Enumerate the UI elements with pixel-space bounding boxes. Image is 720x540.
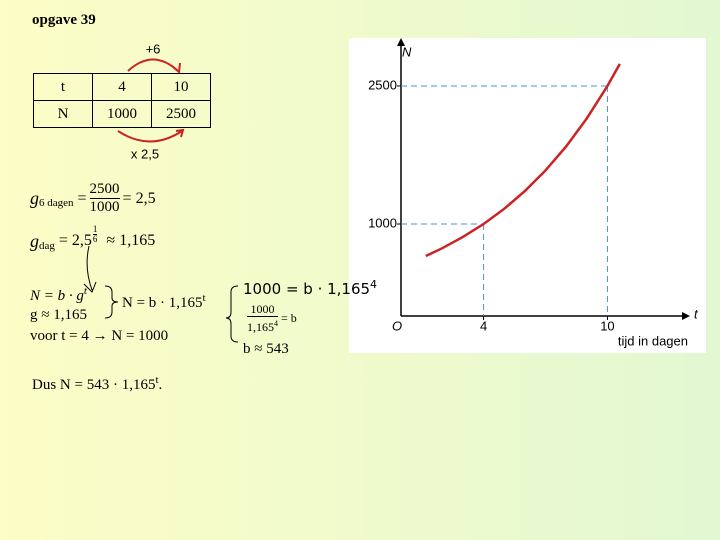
arrow-label: x 2,5 xyxy=(131,146,159,161)
arrow-top xyxy=(127,58,179,72)
text: 1,165 xyxy=(247,320,274,334)
x-axis-label: t xyxy=(694,306,699,321)
table: t 4 10 N 1000 2500 xyxy=(33,73,211,128)
cell: 10 xyxy=(151,73,211,101)
cell: N xyxy=(33,100,93,128)
fraction: 2500 1000 xyxy=(89,181,120,216)
text: = 2,5 xyxy=(58,232,92,249)
formula: b ≈ 543 xyxy=(243,341,289,357)
superscript: t xyxy=(83,285,87,297)
cell: 1000 xyxy=(92,100,152,128)
text: g xyxy=(30,188,39,208)
formula: N = b · 1,165t xyxy=(122,292,206,312)
formula: 1000 = b · 1,1654 xyxy=(243,278,377,298)
numerator: 1 xyxy=(92,223,98,234)
denominator: 1000 xyxy=(89,198,120,215)
arrow-top-head xyxy=(171,62,181,74)
brace xyxy=(225,285,239,343)
subscript: 6 dagen xyxy=(39,196,74,209)
y-arrow xyxy=(397,38,405,46)
origin: O xyxy=(392,318,402,333)
text: 1000 = b · 1,165 xyxy=(243,280,371,298)
fraction: 1000 1,1654 xyxy=(247,302,278,334)
text: . xyxy=(158,377,163,393)
curve xyxy=(425,63,621,258)
superscript: 4 xyxy=(274,319,278,328)
text: g xyxy=(30,230,39,251)
graph-panel xyxy=(349,38,706,353)
arrow-bottom xyxy=(117,130,183,143)
arrow-label: +6 xyxy=(146,41,161,56)
y-tick-label: 2500 xyxy=(368,77,397,92)
formula: voor t = 4 → N = 1000 xyxy=(30,328,169,344)
brace xyxy=(104,285,119,319)
text: = xyxy=(77,189,87,207)
text: N = b · g xyxy=(30,288,84,304)
superscript: t xyxy=(155,374,159,386)
numerator: 1000 xyxy=(250,302,275,316)
text: N = b · 1,165 xyxy=(122,295,203,311)
x-tick-label: 4 xyxy=(480,318,487,333)
formula: N = b · gt xyxy=(30,285,87,305)
x-caption: tijd in dagen xyxy=(618,333,688,348)
cell: t xyxy=(33,73,93,101)
formula: 1000 1,1654 = b xyxy=(244,302,297,334)
numerator: 2500 xyxy=(89,181,120,197)
superscript: 4 xyxy=(370,278,378,291)
text: = b xyxy=(281,310,297,325)
conclusion: Dus N = 543 · 1,165t. xyxy=(32,374,162,394)
y-tick-label: 1000 xyxy=(368,215,397,230)
arrow-bottom-head xyxy=(175,128,185,138)
subscript: dag xyxy=(39,240,55,252)
cell: 2500 xyxy=(151,100,211,128)
superscript: t xyxy=(202,292,206,304)
title: opgave 39 xyxy=(32,12,96,28)
brace xyxy=(83,245,97,293)
denominator: 1,1654 xyxy=(247,316,278,334)
y-axis-label: N xyxy=(402,44,412,59)
x-arrow xyxy=(682,312,690,320)
formula: g ≈ 1,165 xyxy=(30,307,87,323)
text: = 2,5 xyxy=(122,189,156,207)
denominator: 6 xyxy=(92,233,98,244)
cell: 4 xyxy=(92,73,152,101)
text: Dus N = 543 · 1,165 xyxy=(32,377,156,393)
x-tick-label: 10 xyxy=(600,318,614,333)
text: ≈ 1,165 xyxy=(106,232,156,249)
